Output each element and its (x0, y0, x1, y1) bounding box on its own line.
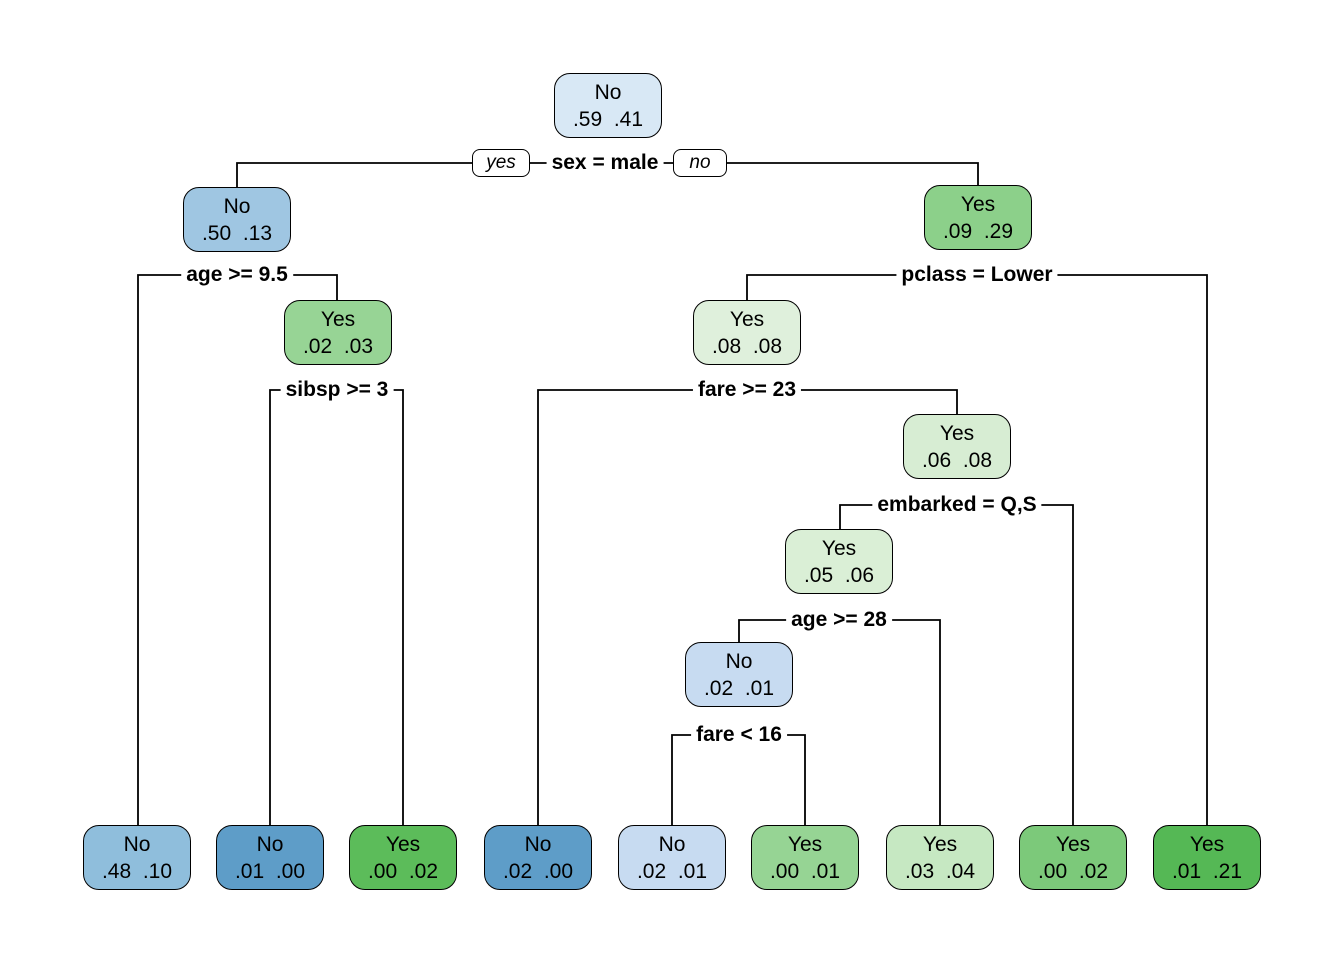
node-probabilities: .09 .29 (942, 219, 1014, 243)
node-class-label: Yes (1189, 832, 1225, 856)
node-class-label: No (524, 832, 552, 856)
node-class-label: No (594, 80, 622, 104)
node-probabilities: .03 .04 (904, 859, 976, 883)
split-fare-23: fare >= 23 (692, 377, 802, 403)
node-class-label: Yes (385, 832, 421, 856)
yes-branch-tag: yes (472, 149, 530, 177)
node-class-label: No (223, 194, 251, 218)
no-branch-tag: no (673, 149, 727, 177)
node-probabilities: .00 .01 (769, 859, 841, 883)
node-class-label: Yes (787, 832, 823, 856)
leaf-age-lt-28: Yes .03 .04 (886, 825, 994, 890)
node-probabilities: .01 .00 (234, 859, 306, 883)
node-class-label: Yes (960, 192, 996, 216)
node-fare-lt-23: Yes .06 .08 (903, 414, 1011, 479)
node-embarked-qs: Yes .05 .06 (785, 529, 893, 594)
node-class-label: No (123, 832, 151, 856)
leaf-fare-lt-16: No .02 .01 (618, 825, 726, 890)
leaf-fare-ge-23: No .02 .00 (484, 825, 592, 890)
node-sex-female: Yes .09 .29 (924, 185, 1032, 250)
node-probabilities: .01 .21 (1171, 859, 1243, 883)
node-female-lower: Yes .08 .08 (693, 300, 801, 365)
split-embarked: embarked = Q,S (872, 492, 1042, 518)
node-probabilities: .00 .02 (367, 859, 439, 883)
node-root: No .59 .41 (554, 73, 662, 138)
node-sex-male: No .50 .13 (183, 187, 291, 252)
node-probabilities: .05 .06 (803, 563, 875, 587)
split-fare-16: fare < 16 (691, 722, 787, 748)
node-class-label: No (725, 649, 753, 673)
node-probabilities: .02 .01 (703, 676, 775, 700)
node-probabilities: .02 .03 (302, 334, 374, 358)
split-sibsp: sibsp >= 3 (280, 377, 394, 403)
leaf-fare-ge-16: Yes .00 .01 (751, 825, 859, 890)
branch-fare16 (671, 734, 806, 825)
node-age-ge-28: No .02 .01 (685, 642, 793, 707)
node-probabilities: .08 .08 (711, 334, 783, 358)
split-sex: sex = male (546, 150, 664, 176)
leaf-pclass-upper: Yes .01 .21 (1153, 825, 1261, 890)
node-probabilities: .02 .00 (502, 859, 574, 883)
node-class-label: Yes (729, 307, 765, 331)
node-probabilities: .59 .41 (572, 107, 644, 131)
node-class-label: Yes (821, 536, 857, 560)
node-male-young: Yes .02 .03 (284, 300, 392, 365)
node-class-label: Yes (320, 307, 356, 331)
node-probabilities: .00 .02 (1037, 859, 1109, 883)
branch-fare23 (537, 389, 958, 825)
node-probabilities: .02 .01 (636, 859, 708, 883)
node-class-label: No (658, 832, 686, 856)
split-pclass: pclass = Lower (896, 262, 1058, 288)
split-age-9-5: age >= 9.5 (181, 262, 293, 288)
leaf-sibsp-lt-3: Yes .00 .02 (349, 825, 457, 890)
node-class-label: Yes (1055, 832, 1091, 856)
branch-sibsp (269, 389, 404, 825)
node-class-label: No (256, 832, 284, 856)
node-class-label: Yes (939, 421, 975, 445)
leaf-embarked-c: Yes .00 .02 (1019, 825, 1127, 890)
node-probabilities: .06 .08 (921, 448, 993, 472)
leaf-male-adult: No .48 .10 (83, 825, 191, 890)
node-probabilities: .48 .10 (101, 859, 173, 883)
node-class-label: Yes (922, 832, 958, 856)
split-age-28: age >= 28 (786, 607, 892, 633)
node-probabilities: .50 .13 (201, 221, 273, 245)
leaf-sibsp-ge-3: No .01 .00 (216, 825, 324, 890)
